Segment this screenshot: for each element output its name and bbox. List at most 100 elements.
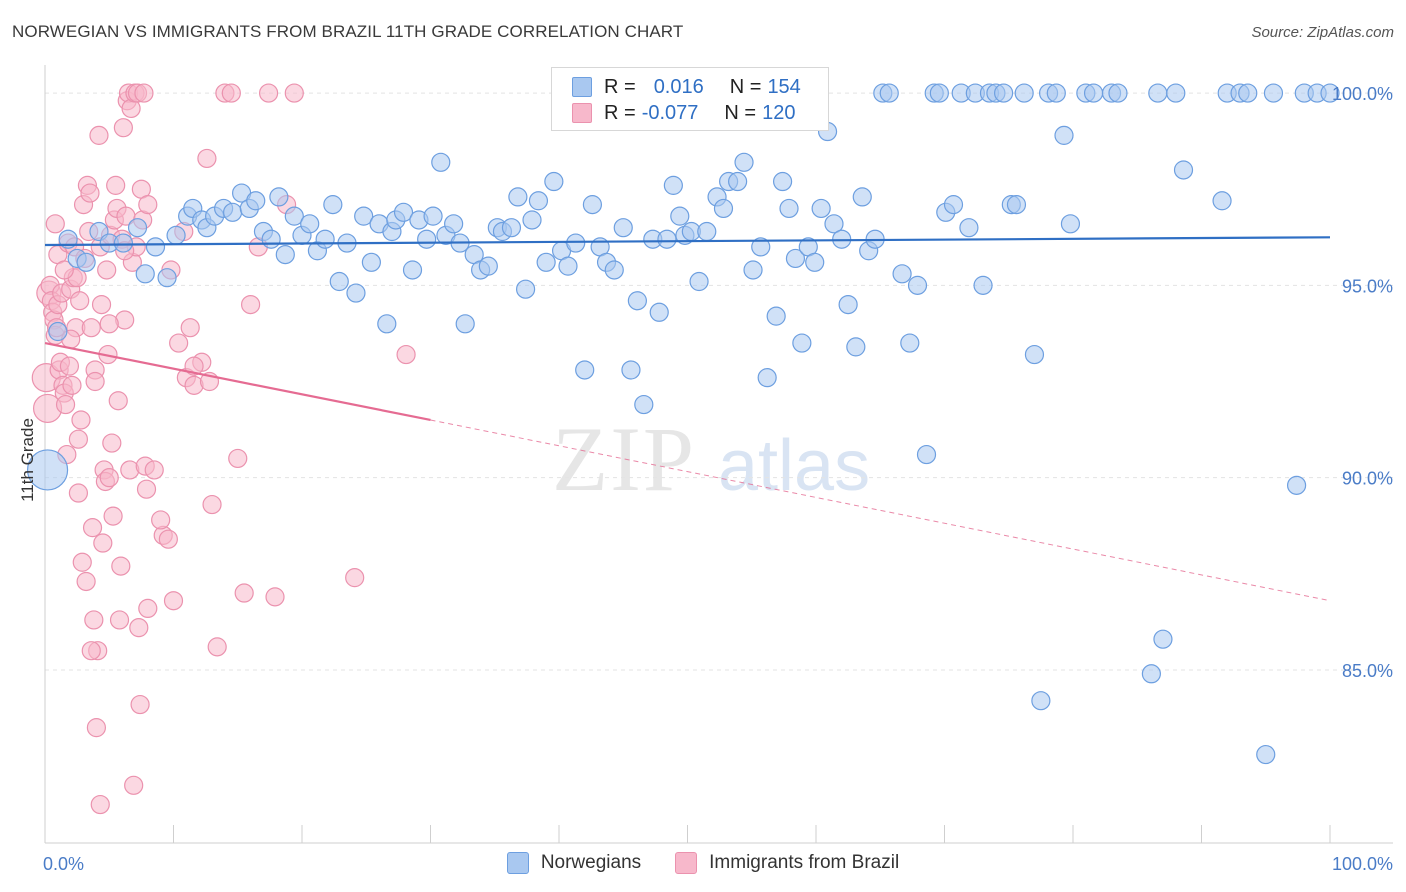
brazil-point [202, 494, 222, 515]
brazil-point [99, 468, 119, 488]
norwegian-point [1014, 83, 1034, 103]
norwegian-point [508, 187, 528, 207]
legend-swatch-pink [675, 852, 698, 874]
norwegian-point [649, 302, 669, 322]
legend-label-norwegians: Norwegians [540, 852, 642, 873]
brazil-point [111, 556, 131, 576]
norwegian-point [284, 206, 304, 226]
norwegian-point [582, 195, 603, 215]
norwegian-point [663, 175, 683, 195]
norwegian-point [315, 229, 335, 249]
norwegian-point [275, 244, 295, 265]
brazil-point [55, 394, 76, 415]
norwegian-point [634, 394, 654, 415]
norwegian-point [1148, 83, 1168, 103]
brazil-trend-line [44, 341, 431, 422]
norwegian-point [959, 218, 979, 238]
brazil-point [62, 375, 82, 395]
norwegian-point [361, 252, 381, 272]
norwegian-point [455, 314, 475, 334]
brazil-point [91, 294, 112, 315]
brazil-point [284, 83, 304, 103]
norwegian-point [354, 206, 374, 226]
brazil-point [68, 429, 89, 449]
brazil-point [70, 291, 90, 311]
norwegian-point [1263, 83, 1284, 103]
brazil-point [90, 794, 110, 815]
norwegian-point [431, 152, 451, 172]
brazil-point [54, 260, 74, 280]
norwegian-point [157, 268, 177, 288]
norwegian-point [501, 218, 522, 238]
legend-row-brazil: R = -0.077 N = 120 [572, 100, 795, 126]
norwegian-point [522, 210, 542, 230]
norwegian-point [657, 229, 677, 249]
y-tick-label: 85.0% [1342, 661, 1393, 681]
norwegian-point [544, 171, 564, 192]
watermark-atlas: atlas [718, 426, 870, 506]
norwegian-point [48, 321, 68, 342]
norwegian-point [994, 83, 1014, 103]
norwegian-point [444, 214, 464, 234]
norwegian-point [734, 152, 754, 172]
norwegian-point [713, 198, 734, 219]
norwegian-point [300, 214, 320, 234]
norwegian-point [127, 218, 148, 238]
legend-swatch-pink [572, 103, 592, 123]
legend-item-norwegians[interactable]: Norwegians [506, 852, 642, 874]
y-tick-label: 90.0% [1342, 469, 1393, 489]
norwegian-point [135, 264, 155, 284]
norwegian-point [838, 294, 858, 315]
norwegian-point [377, 314, 397, 334]
norwegian-point [900, 333, 920, 353]
brazil-point [93, 533, 113, 553]
brazil-point [106, 175, 126, 195]
brazil-point [134, 83, 154, 103]
brazil-trend-extension [430, 419, 1331, 602]
norwegian-point [772, 171, 793, 192]
norwegian-point [402, 260, 423, 280]
brazil-point [241, 294, 261, 315]
norwegian-point [846, 337, 866, 357]
legend-row-norwegians: R = 0.016 N = 154 [572, 74, 801, 100]
brazil-point [68, 483, 89, 503]
brazil-point [80, 183, 100, 203]
norwegian-point [26, 449, 69, 491]
legend-r-value: -0.077 [641, 101, 699, 124]
legend-swatch-blue [572, 77, 592, 97]
norwegian-point [223, 202, 243, 222]
norwegian-point [269, 187, 289, 207]
norwegian-point [743, 260, 763, 280]
norwegian-point [779, 198, 799, 219]
norwegian-point [1320, 83, 1340, 103]
norwegian-point [566, 233, 586, 253]
norwegian-point [757, 368, 777, 388]
norwegian-point [1238, 83, 1258, 103]
brazil-point [59, 356, 80, 376]
norwegian-point [689, 271, 709, 292]
norwegian-point [166, 225, 186, 245]
brazil-point [258, 83, 279, 103]
legend-n-value: 120 [762, 101, 796, 124]
y-axis-label: 11th Grade [18, 418, 37, 502]
brazil-point [103, 506, 123, 526]
brazil-point [169, 333, 189, 353]
norwegian-point [892, 264, 912, 284]
legend-n-label: N = [729, 75, 762, 98]
norwegian-point [805, 252, 825, 272]
norwegian-point [393, 202, 414, 222]
legend-item-brazil[interactable]: Immigrants from Brazil [675, 852, 899, 874]
norwegian-point [751, 237, 771, 257]
legend-n-label: N = [724, 101, 757, 124]
brazil-point [81, 318, 101, 338]
brazil-point [144, 460, 164, 480]
norwegian-point [145, 237, 166, 257]
norwegian-point [1256, 744, 1276, 765]
norwegian-point [973, 275, 993, 295]
brazil-point [136, 479, 157, 499]
x-tick-label-max: 100.0% [1332, 854, 1393, 874]
brazil-point [84, 610, 104, 630]
norwegian-point [824, 214, 844, 234]
norwegian-point [1024, 344, 1045, 365]
